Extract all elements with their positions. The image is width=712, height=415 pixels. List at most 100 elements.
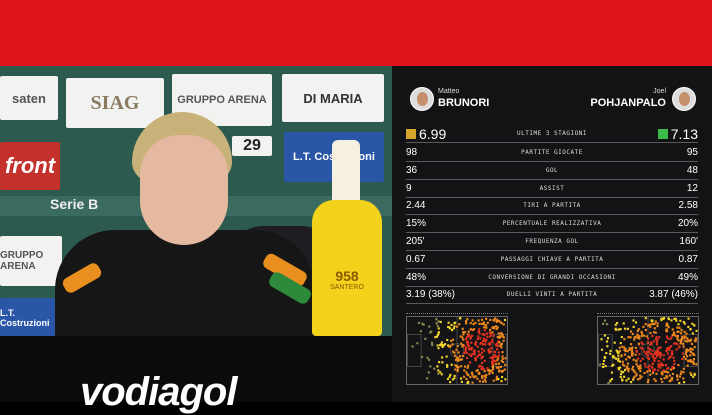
heat-cell [492, 327, 496, 330]
heat-cell [656, 325, 659, 328]
heat-cell [419, 330, 422, 333]
heat-cell [691, 322, 694, 325]
heat-cell [502, 336, 505, 339]
heat-cell [428, 325, 431, 328]
heat-cell [417, 321, 421, 325]
heat-cell [486, 367, 489, 370]
heat-cell [609, 379, 612, 382]
heat-cell [462, 338, 465, 341]
heat-cell [662, 358, 665, 361]
heat-cell [653, 327, 656, 330]
heat-cell [662, 369, 665, 372]
heat-cell [454, 368, 457, 371]
heat-cell [462, 333, 465, 336]
heat-cell [657, 365, 660, 368]
heat-cell [454, 358, 457, 361]
top-red-band [0, 0, 712, 66]
heat-cell [619, 375, 622, 379]
heat-cell [491, 366, 495, 369]
heat-cell [682, 342, 685, 345]
heat-cell [448, 327, 452, 330]
heat-cell [485, 338, 488, 341]
heat-cell [626, 365, 629, 368]
heat-cell [488, 331, 491, 334]
heat-cell [662, 317, 665, 320]
heat-cell [676, 375, 679, 378]
heat-cell [487, 369, 490, 372]
heat-cell [497, 362, 501, 365]
heat-cell [686, 364, 689, 367]
right-rating: 7.13 [657, 126, 698, 142]
heat-cell [493, 350, 496, 353]
heat-cell [667, 346, 670, 350]
heat-cell [497, 377, 500, 381]
heat-cell [684, 339, 687, 342]
heat-cell [684, 353, 687, 356]
heat-cell [614, 357, 618, 360]
heat-cell [477, 353, 481, 356]
heat-cell [466, 336, 469, 339]
heat-cell [480, 318, 484, 321]
heat-cell [689, 328, 692, 331]
heat-cell [693, 373, 696, 376]
heat-cell [673, 317, 676, 321]
heat-cell [456, 365, 459, 368]
heat-cell [497, 366, 500, 369]
heat-cell [653, 368, 656, 371]
heat-cell [473, 376, 476, 379]
heat-cell [647, 366, 650, 369]
heat-cell [673, 359, 676, 362]
heat-cell [447, 325, 450, 329]
heat-cell [623, 353, 627, 356]
heat-cell [471, 334, 474, 337]
heat-cell [466, 381, 469, 384]
pitch-line [492, 334, 507, 367]
heat-cell [427, 371, 430, 374]
heat-cell [436, 365, 439, 368]
heat-cell [627, 336, 630, 339]
heat-cell [638, 377, 642, 380]
heat-cell [629, 381, 633, 384]
heat-cell [416, 342, 419, 345]
desk [0, 336, 392, 402]
heat-cell [673, 342, 676, 345]
heat-cell [422, 323, 425, 326]
heat-cell [495, 344, 498, 347]
heat-cell [634, 321, 638, 324]
heat-cell [494, 360, 497, 363]
heat-cell [437, 369, 440, 372]
heat-cell [631, 332, 634, 336]
heat-cell [474, 342, 477, 346]
stat-row: 36 GOL 48 [406, 162, 698, 180]
heat-cell [647, 346, 650, 350]
heat-cell [626, 327, 629, 330]
heat-cell [501, 355, 504, 358]
heat-cell [494, 355, 497, 358]
divider [597, 313, 699, 315]
heat-cell [501, 351, 504, 354]
heat-cell [687, 325, 690, 328]
heat-cell [492, 361, 495, 364]
heat-cell [631, 352, 634, 355]
heat-cell [618, 346, 621, 349]
heat-cell [437, 320, 440, 323]
heat-cell [486, 332, 489, 335]
heat-cell [646, 356, 650, 359]
left-stat-value: 205' [406, 236, 425, 247]
sponsor-board: DI MARIA [282, 74, 384, 122]
heat-cell [643, 350, 646, 353]
heat-cell [488, 372, 491, 375]
stat-label: PASSAGGI CHIAVE A PARTITA [500, 255, 604, 263]
heat-cell [481, 366, 484, 369]
heat-cell [503, 318, 507, 322]
heat-cell [448, 375, 451, 378]
heat-cell [481, 361, 484, 365]
heat-cell [464, 349, 467, 352]
heat-cell [623, 348, 626, 352]
heat-cell [641, 347, 644, 350]
heat-cell [666, 352, 669, 355]
heat-cell [497, 354, 500, 357]
heat-cell [504, 378, 507, 381]
heat-cell [464, 331, 467, 334]
heat-cell [466, 366, 469, 369]
